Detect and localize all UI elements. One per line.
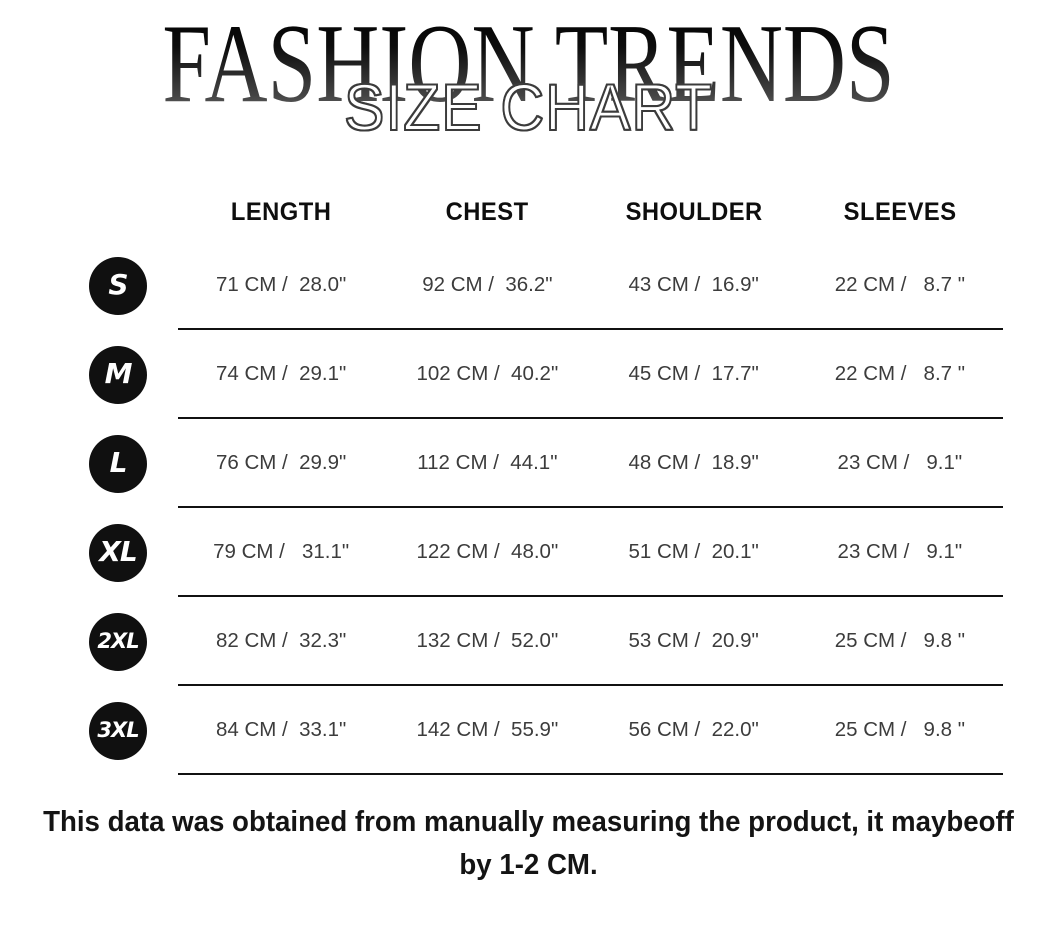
row-data: 74 CM / 29.1" 102 CM / 40.2" 45 CM / 17.… [178,330,1003,419]
row-data: 84 CM / 33.1" 142 CM / 55.9" 56 CM / 22.… [178,686,1003,775]
cell-shoulder: 53 CM / 20.9" [628,628,759,652]
cell-sleeves: 25 CM / 9.8 " [834,717,966,741]
size-badge-s: S [89,256,147,315]
cell-length: 84 CM / 33.1" [215,717,347,741]
cell-length: 79 CM / 31.1" [213,539,350,563]
badge-cell: S [58,241,178,330]
cell-length: 74 CM / 29.1" [215,361,347,385]
cell-shoulder: 51 CM / 20.1" [628,539,759,563]
title-block: FASHION TRENDS SIZE CHART [0,0,1057,165]
cell-shoulder: 48 CM / 18.9" [628,450,759,474]
disclaimer-line-1: This data was obtained from manually mea… [43,806,1014,838]
cell-length: 71 CM / 28.0" [215,272,347,296]
table-row-xl: XL 79 CM / 31.1" 122 CM / 48.0" 51 CM / … [58,508,1003,597]
cell-sleeves: 22 CM / 8.7 " [834,272,966,296]
badge-cell: XL [58,508,178,597]
cell-chest: 92 CM / 36.2" [422,272,553,296]
cell-chest: 132 CM / 52.0" [416,628,559,652]
row-data: 79 CM / 31.1" 122 CM / 48.0" 51 CM / 20.… [178,508,1003,597]
row-data: 82 CM / 32.3" 132 CM / 52.0" 53 CM / 20.… [178,597,1003,686]
row-data: 71 CM / 28.0" 92 CM / 36.2" 43 CM / 16.9… [178,241,1003,330]
size-badge-3xl: 3XL [89,701,147,760]
table-header-row: LENGTH CHEST SHOULDER SLEEVES [58,183,1003,241]
disclaimer-line-2: by 1-2 CM. [459,848,598,881]
column-header-shoulder: SHOULDER [625,197,763,226]
measurement-disclaimer: This data was obtained from manually mea… [16,801,1041,887]
badge-cell: L [58,419,178,508]
table-row-s: S 71 CM / 28.0" 92 CM / 36.2" 43 CM / 16… [58,241,1003,330]
table-row-2xl: 2XL 82 CM / 32.3" 132 CM / 52.0" 53 CM /… [58,597,1003,686]
size-badge-l: L [89,434,147,493]
cell-chest: 122 CM / 48.0" [416,539,559,563]
table-row-l: L 76 CM / 29.9" 112 CM / 44.1" 48 CM / 1… [58,419,1003,508]
badge-cell: M [58,330,178,419]
column-header-chest: CHEST [445,197,529,226]
size-badge-m: M [89,345,147,404]
page-subtitle: SIZE CHART [343,70,714,144]
cell-sleeves: 25 CM / 9.8 " [834,628,966,652]
cell-chest: 102 CM / 40.2" [416,361,559,385]
cell-chest: 142 CM / 55.9" [416,717,559,741]
cell-shoulder: 45 CM / 17.7" [628,361,759,385]
column-header-sleeves: SLEEVES [843,197,957,226]
badge-cell: 3XL [58,686,178,775]
cell-shoulder: 43 CM / 16.9" [628,272,759,296]
cell-shoulder: 56 CM / 22.0" [628,717,759,741]
cell-sleeves: 22 CM / 8.7 " [834,361,966,385]
cell-chest: 112 CM / 44.1" [417,450,558,474]
cell-length: 76 CM / 29.9" [215,450,347,474]
row-data: 76 CM / 29.9" 112 CM / 44.1" 48 CM / 18.… [178,419,1003,508]
column-header-length: LENGTH [230,197,332,226]
cell-length: 82 CM / 32.3" [215,628,347,652]
size-badge-xl: XL [89,523,147,582]
size-badge-2xl: 2XL [89,612,147,671]
size-chart-table: LENGTH CHEST SHOULDER SLEEVES S 71 CM / … [58,183,1003,775]
page-title: FASHION TRENDS [116,8,940,120]
cell-sleeves: 23 CM / 9.1" [837,450,963,474]
table-row-m: M 74 CM / 29.1" 102 CM / 40.2" 45 CM / 1… [58,330,1003,419]
badge-cell: 2XL [58,597,178,686]
cell-sleeves: 23 CM / 9.1" [837,539,963,563]
table-row-3xl: 3XL 84 CM / 33.1" 142 CM / 55.9" 56 CM /… [58,686,1003,775]
